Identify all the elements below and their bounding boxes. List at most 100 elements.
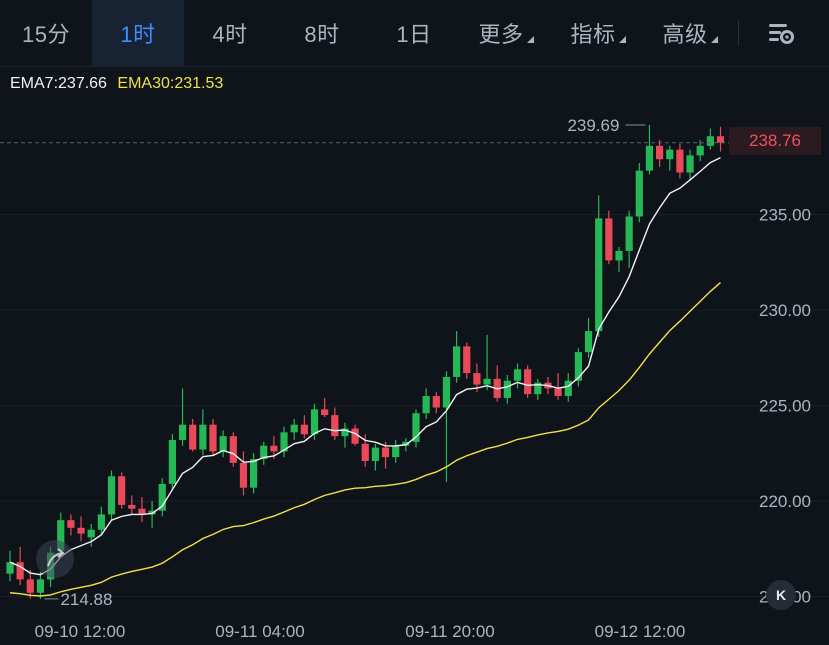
candle-body bbox=[656, 145, 664, 160]
interval-tab-bar: 15分 1时 4时 8时 1日 更多 指标 高级 bbox=[0, 0, 829, 67]
candle-body bbox=[260, 445, 268, 460]
tab-indicators[interactable]: 指标 bbox=[552, 0, 644, 66]
candle-body bbox=[158, 483, 166, 511]
candle-body bbox=[310, 409, 319, 435]
candle-body bbox=[716, 136, 725, 143]
scroll-left-button[interactable] bbox=[36, 540, 74, 578]
candle-body bbox=[239, 462, 248, 488]
candle-body bbox=[361, 443, 369, 461]
tab-15m[interactable]: 15分 bbox=[22, 22, 70, 47]
candle-body bbox=[666, 149, 674, 160]
candle-body bbox=[290, 424, 298, 433]
candle-body bbox=[412, 413, 420, 442]
tab-advanced[interactable]: 高级 bbox=[644, 0, 736, 66]
tab-more[interactable]: 更多 bbox=[460, 0, 552, 66]
candle-body bbox=[422, 396, 430, 414]
candle-body bbox=[168, 439, 176, 484]
candle-body bbox=[605, 218, 613, 261]
candle-body bbox=[16, 562, 24, 580]
candle-body bbox=[554, 388, 562, 397]
tab-1d[interactable]: 1日 bbox=[396, 22, 432, 47]
chart-settings-button[interactable] bbox=[760, 16, 800, 50]
candle-body bbox=[615, 250, 623, 261]
candle-body bbox=[351, 428, 359, 444]
candle-body bbox=[87, 529, 95, 538]
ema7-line bbox=[9, 157, 721, 576]
y-tick-label: 235.00 bbox=[759, 206, 811, 225]
candle-body bbox=[229, 436, 237, 463]
candle-body bbox=[686, 155, 694, 173]
candle-body bbox=[148, 510, 156, 515]
candle-body bbox=[138, 508, 146, 515]
ema30-legend: EMA30:231.53 bbox=[117, 75, 224, 92]
candle-body bbox=[97, 514, 105, 530]
ema30-line bbox=[9, 282, 721, 597]
candle-body bbox=[442, 376, 451, 408]
ema7-legend: EMA7:237.66 bbox=[10, 75, 107, 92]
candle-body bbox=[250, 459, 258, 488]
candle-body bbox=[300, 424, 308, 435]
candle-body bbox=[706, 136, 714, 146]
y-tick-label: 220.00 bbox=[759, 492, 811, 511]
x-tick-label: 09-11 04:00 bbox=[215, 622, 304, 641]
candle-body bbox=[331, 415, 339, 437]
candle-body bbox=[36, 579, 45, 593]
tab-8h[interactable]: 8时 bbox=[304, 22, 340, 47]
tab-more-label: 更多 bbox=[478, 22, 524, 47]
high-price-label: 239.69 bbox=[567, 116, 619, 135]
tab-4h[interactable]: 4时 bbox=[212, 22, 248, 47]
candle-body bbox=[26, 579, 34, 593]
candle-body bbox=[77, 527, 85, 534]
x-tick-label: 09-12 12:00 bbox=[595, 622, 686, 641]
candle-body bbox=[6, 562, 14, 574]
candle-body bbox=[270, 445, 278, 452]
candle-body bbox=[178, 424, 187, 440]
candle-body bbox=[199, 424, 207, 450]
dropdown-triangle-icon bbox=[618, 35, 626, 43]
dropdown-triangle-icon bbox=[710, 35, 718, 43]
chart-settings-icon bbox=[769, 24, 794, 44]
y-tick-label: 225.00 bbox=[759, 397, 811, 416]
candle-body bbox=[341, 428, 349, 437]
y-tick-label: 230.00 bbox=[759, 301, 811, 320]
candle-body bbox=[118, 476, 126, 505]
candle-body bbox=[67, 520, 75, 528]
candle-body bbox=[625, 216, 633, 251]
tab-1h[interactable]: 1时 bbox=[92, 0, 184, 66]
candle-body bbox=[574, 352, 582, 381]
candle-body bbox=[524, 369, 532, 395]
candle-body bbox=[189, 424, 197, 450]
last-price-badge: 238.76 bbox=[729, 127, 821, 155]
candle-body bbox=[473, 373, 481, 385]
low-price-label: 214.88 bbox=[60, 590, 112, 609]
candle-body bbox=[463, 346, 471, 374]
candle-body bbox=[564, 380, 572, 397]
dropdown-triangle-icon bbox=[526, 35, 534, 43]
candle-body bbox=[321, 409, 329, 416]
candle-body bbox=[107, 476, 116, 515]
candle-body bbox=[432, 396, 440, 408]
tab-indicators-label: 指标 bbox=[570, 22, 616, 47]
candle-body bbox=[513, 369, 522, 381]
candle-body bbox=[595, 218, 603, 332]
ema-legend: EMA7:237.66 EMA30:231.53 bbox=[10, 75, 229, 93]
candle-body bbox=[57, 520, 65, 551]
candle-body bbox=[381, 447, 390, 458]
candle-body bbox=[584, 331, 593, 353]
candle-body bbox=[453, 346, 461, 377]
candle-body bbox=[676, 149, 684, 173]
candle-body bbox=[209, 424, 217, 452]
candle-body bbox=[280, 432, 288, 452]
candle-body bbox=[392, 445, 400, 458]
candle-body bbox=[128, 504, 136, 509]
candle-body bbox=[219, 436, 227, 452]
tab-divider bbox=[738, 20, 739, 46]
x-tick-label: 09-10 12:00 bbox=[35, 622, 126, 641]
candle-body bbox=[503, 380, 511, 398]
candle-body bbox=[371, 447, 379, 461]
curve-arrow-icon bbox=[47, 548, 65, 567]
chart-expand-button[interactable]: K bbox=[766, 580, 796, 610]
candle-body bbox=[483, 378, 491, 385]
candle-body bbox=[534, 382, 542, 395]
